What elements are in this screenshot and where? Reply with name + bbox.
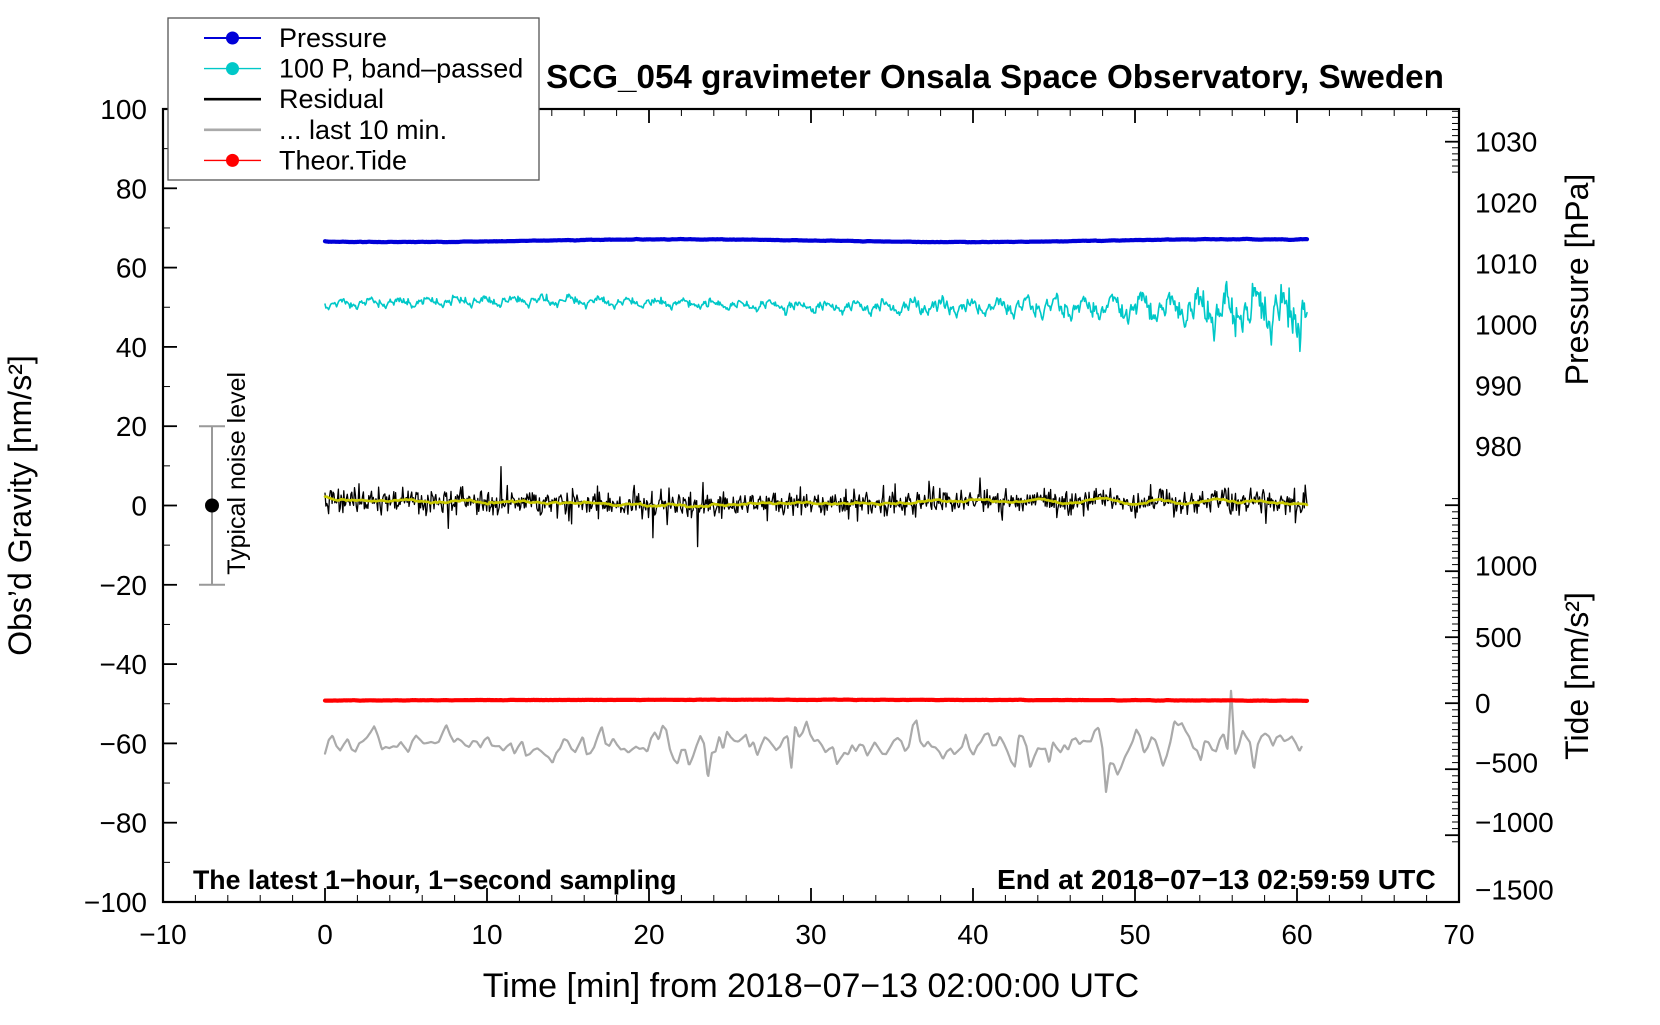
svg-text:1000: 1000 xyxy=(1475,309,1537,340)
svg-text:Obs’d Gravity [nm/s²]: Obs’d Gravity [nm/s²] xyxy=(2,355,38,656)
svg-text:−500: −500 xyxy=(1475,748,1538,779)
svg-text:−1000: −1000 xyxy=(1475,807,1554,838)
svg-text:1020: 1020 xyxy=(1475,188,1537,219)
svg-text:−60: −60 xyxy=(100,728,148,759)
svg-text:Pressure: Pressure xyxy=(279,23,387,53)
svg-text:End at 2018−07−13 02:59:59 UTC: End at 2018−07−13 02:59:59 UTC xyxy=(997,863,1436,895)
svg-text:100: 100 xyxy=(100,94,147,125)
svg-text:50: 50 xyxy=(1119,919,1150,950)
svg-text:40: 40 xyxy=(957,919,988,950)
svg-text:SCG_054 gravimeter Onsala Spac: SCG_054 gravimeter Onsala Space Observat… xyxy=(546,59,1444,96)
svg-text:−20: −20 xyxy=(100,570,148,601)
svg-text:Residual: Residual xyxy=(279,84,384,114)
svg-text:990: 990 xyxy=(1475,370,1522,401)
svg-text:1030: 1030 xyxy=(1475,127,1537,158)
svg-text:−100: −100 xyxy=(84,887,147,918)
svg-text:70: 70 xyxy=(1443,919,1474,950)
svg-text:80: 80 xyxy=(116,173,147,204)
svg-text:40: 40 xyxy=(116,332,147,363)
svg-text:The latest 1−hour, 1−second sa: The latest 1−hour, 1−second sampling xyxy=(193,865,677,895)
svg-text:0: 0 xyxy=(317,919,333,950)
svg-text:Theor.Tide: Theor.Tide xyxy=(279,145,407,175)
svg-text:Tide [nm/s²]: Tide [nm/s²] xyxy=(1559,592,1595,760)
svg-text:1010: 1010 xyxy=(1475,248,1537,279)
svg-text:60: 60 xyxy=(1281,919,1312,950)
svg-text:980: 980 xyxy=(1475,431,1522,462)
svg-text:100 P, band–passed: 100 P, band–passed xyxy=(279,54,523,84)
svg-text:0: 0 xyxy=(131,491,147,522)
svg-text:20: 20 xyxy=(116,411,147,442)
svg-text:Typical noise level: Typical noise level xyxy=(223,372,251,575)
svg-text:... last 10 min.: ... last 10 min. xyxy=(279,115,447,145)
svg-text:−80: −80 xyxy=(100,808,148,839)
svg-text:−40: −40 xyxy=(100,649,148,680)
svg-text:1000: 1000 xyxy=(1475,551,1537,582)
svg-text:60: 60 xyxy=(116,253,147,284)
svg-text:Time [min] from 2018−07−13 02:: Time [min] from 2018−07−13 02:00:00 UTC xyxy=(483,967,1139,1005)
svg-text:30: 30 xyxy=(795,919,826,950)
svg-text:−10: −10 xyxy=(139,919,187,950)
svg-text:20: 20 xyxy=(633,919,664,950)
svg-text:Pressure [hPa]: Pressure [hPa] xyxy=(1559,174,1595,386)
svg-text:10: 10 xyxy=(471,919,502,950)
svg-text:−1500: −1500 xyxy=(1475,874,1554,905)
svg-text:500: 500 xyxy=(1475,622,1522,653)
svg-text:0: 0 xyxy=(1475,688,1491,719)
